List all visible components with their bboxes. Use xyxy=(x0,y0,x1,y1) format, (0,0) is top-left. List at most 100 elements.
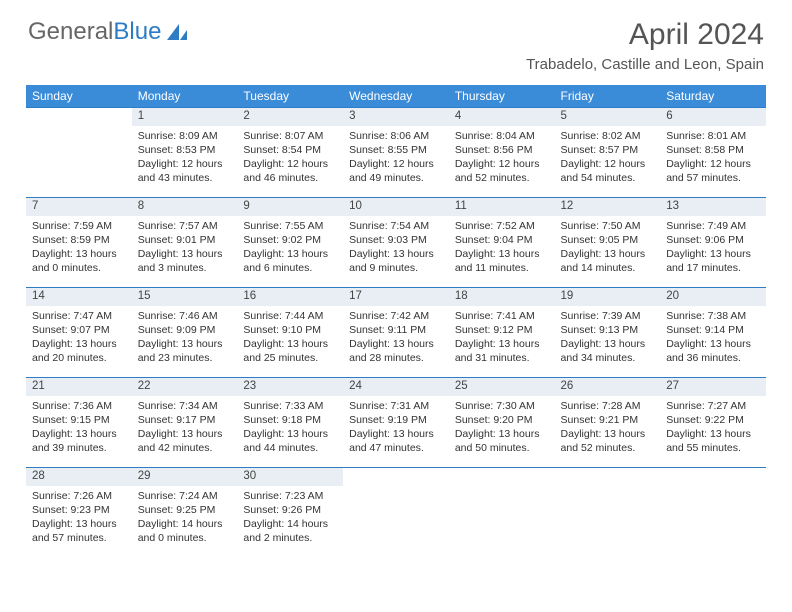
day-content-cell: Sunrise: 8:01 AMSunset: 8:58 PMDaylight:… xyxy=(660,126,766,198)
sunrise-line: Sunrise: 7:52 AM xyxy=(455,219,549,233)
day-content-cell: Sunrise: 7:26 AMSunset: 9:23 PMDaylight:… xyxy=(26,486,132,558)
day-content-cell: Sunrise: 7:59 AMSunset: 8:59 PMDaylight:… xyxy=(26,216,132,288)
sunrise-line: Sunrise: 7:31 AM xyxy=(349,399,443,413)
daylight-line: Daylight: 13 hours and 28 minutes. xyxy=(349,337,443,365)
sunrise-line: Sunrise: 7:28 AM xyxy=(561,399,655,413)
page-title: April 2024 xyxy=(526,18,764,52)
sunset-line: Sunset: 8:58 PM xyxy=(666,143,760,157)
day-number-cell: 11 xyxy=(449,198,555,216)
week-daynum-row: 78910111213 xyxy=(26,198,766,216)
daylight-line: Daylight: 13 hours and 14 minutes. xyxy=(561,247,655,275)
week-content-row: Sunrise: 7:47 AMSunset: 9:07 PMDaylight:… xyxy=(26,306,766,378)
sunset-line: Sunset: 9:26 PM xyxy=(243,503,337,517)
day-content-cell: Sunrise: 7:30 AMSunset: 9:20 PMDaylight:… xyxy=(449,396,555,468)
days-of-week-row: SundayMondayTuesdayWednesdayThursdayFrid… xyxy=(26,85,766,108)
day-content-cell: Sunrise: 7:24 AMSunset: 9:25 PMDaylight:… xyxy=(132,486,238,558)
day-number-cell: 18 xyxy=(449,288,555,306)
sunrise-line: Sunrise: 7:54 AM xyxy=(349,219,443,233)
daylight-line: Daylight: 13 hours and 55 minutes. xyxy=(666,427,760,455)
sunrise-line: Sunrise: 7:24 AM xyxy=(138,489,232,503)
sunrise-line: Sunrise: 7:47 AM xyxy=(32,309,126,323)
day-number-cell: 3 xyxy=(343,108,449,126)
week-content-row: Sunrise: 7:59 AMSunset: 8:59 PM Daylight:… xyxy=(26,216,766,288)
sunrise-line: Sunrise: 7:42 AM xyxy=(349,309,443,323)
day-number-cell: 13 xyxy=(660,198,766,216)
day-content-cell: Sunrise: 7:44 AMSunset: 9:10 PMDaylight:… xyxy=(237,306,343,378)
empty-daynum-cell xyxy=(660,468,766,486)
daylight-line: Daylight: 14 hours and 0 minutes. xyxy=(138,517,232,545)
sunrise-line: Sunrise: 7:36 AM xyxy=(32,399,126,413)
sunset-line: Sunset: 9:12 PM xyxy=(455,323,549,337)
day-content-cell: Sunrise: 7:47 AMSunset: 9:07 PMDaylight:… xyxy=(26,306,132,378)
sunrise-line: Sunrise: 7:44 AM xyxy=(243,309,337,323)
daylight-line: Daylight: 14 hours and 2 minutes. xyxy=(243,517,337,545)
sunset-line: Sunset: 9:21 PM xyxy=(561,413,655,427)
daylight-line: Daylight: 12 hours and 54 minutes. xyxy=(561,157,655,185)
sunset-line: Sunset: 8:59 PM xyxy=(32,233,126,247)
day-number-cell: 12 xyxy=(555,198,661,216)
empty-daynum-cell xyxy=(343,468,449,486)
day-number-cell: 23 xyxy=(237,378,343,396)
sunset-line: Sunset: 9:14 PM xyxy=(666,323,760,337)
brand-part2: Blue xyxy=(113,18,161,46)
day-number-cell: 24 xyxy=(343,378,449,396)
week-content-row: Sunrise: 8:09 AMSunset: 8:53 PMDaylight:… xyxy=(26,126,766,198)
day-content-cell: Sunrise: 7:28 AMSunset: 9:21 PMDaylight:… xyxy=(555,396,661,468)
sunset-line: Sunset: 9:22 PM xyxy=(666,413,760,427)
day-number-cell: 26 xyxy=(555,378,661,396)
header: GeneralBlue April 2024 Trabadelo, Castil… xyxy=(0,0,792,77)
day-content-cell: Sunrise: 7:50 AMSunset: 9:05 PMDaylight:… xyxy=(555,216,661,288)
sunset-line: Sunset: 9:17 PM xyxy=(138,413,232,427)
daylight-line: Daylight: 12 hours and 52 minutes. xyxy=(455,157,549,185)
sunrise-line: Sunrise: 7:33 AM xyxy=(243,399,337,413)
day-number-cell: 4 xyxy=(449,108,555,126)
sunrise-line: Sunrise: 7:30 AM xyxy=(455,399,549,413)
sunset-line: Sunset: 9:19 PM xyxy=(349,413,443,427)
week-daynum-row: 123456 xyxy=(26,108,766,126)
empty-content-cell xyxy=(26,126,132,198)
sunrise-line: Sunrise: 8:07 AM xyxy=(243,129,337,143)
sunset-line: Sunset: 9:01 PM xyxy=(138,233,232,247)
day-content-cell: Sunrise: 8:02 AMSunset: 8:57 PMDaylight:… xyxy=(555,126,661,198)
day-content-cell: Sunrise: 8:06 AMSunset: 8:55 PMDaylight:… xyxy=(343,126,449,198)
daylight-line: Daylight: 13 hours and 25 minutes. xyxy=(243,337,337,365)
sunrise-line: Sunrise: 7:55 AM xyxy=(243,219,337,233)
day-content-cell: Sunrise: 7:34 AMSunset: 9:17 PMDaylight:… xyxy=(132,396,238,468)
sunrise-line: Sunrise: 7:59 AM xyxy=(32,219,126,233)
sunrise-line: Sunrise: 8:01 AM xyxy=(666,129,760,143)
day-number-cell: 22 xyxy=(132,378,238,396)
sunset-line: Sunset: 9:10 PM xyxy=(243,323,337,337)
daylight-line: Daylight: 13 hours and 36 minutes. xyxy=(666,337,760,365)
brand-part1: General xyxy=(28,18,113,46)
sunset-line: Sunset: 9:06 PM xyxy=(666,233,760,247)
day-of-week-header: Sunday xyxy=(26,85,132,108)
day-number-cell: 29 xyxy=(132,468,238,486)
day-of-week-header: Thursday xyxy=(449,85,555,108)
daylight-line: Daylight: 13 hours and 6 minutes. xyxy=(243,247,337,275)
day-content-cell: Sunrise: 8:09 AMSunset: 8:53 PMDaylight:… xyxy=(132,126,238,198)
empty-content-cell xyxy=(343,486,449,558)
empty-daynum-cell xyxy=(26,108,132,126)
day-of-week-header: Monday xyxy=(132,85,238,108)
brand-sail-icon xyxy=(165,22,191,42)
day-content-cell: Sunrise: 7:52 AMSunset: 9:04 PMDaylight:… xyxy=(449,216,555,288)
location-subtitle: Trabadelo, Castille and Leon, Spain xyxy=(526,56,764,73)
day-number-cell: 21 xyxy=(26,378,132,396)
sunset-line: Sunset: 9:09 PM xyxy=(138,323,232,337)
day-number-cell: 27 xyxy=(660,378,766,396)
daylight-line: Daylight: 13 hours and 20 minutes. xyxy=(32,337,126,365)
day-number-cell: 14 xyxy=(26,288,132,306)
day-content-cell: Sunrise: 7:33 AMSunset: 9:18 PMDaylight:… xyxy=(237,396,343,468)
sunset-line: Sunset: 9:18 PM xyxy=(243,413,337,427)
sunset-line: Sunset: 8:54 PM xyxy=(243,143,337,157)
day-number-cell: 30 xyxy=(237,468,343,486)
day-number-cell: 7 xyxy=(26,198,132,216)
day-of-week-header: Tuesday xyxy=(237,85,343,108)
day-number-cell: 1 xyxy=(132,108,238,126)
day-content-cell: Sunrise: 7:57 AMSunset: 9:01 PMDaylight:… xyxy=(132,216,238,288)
day-content-cell: Sunrise: 7:46 AMSunset: 9:09 PMDaylight:… xyxy=(132,306,238,378)
sunrise-line: Sunrise: 7:49 AM xyxy=(666,219,760,233)
day-of-week-header: Wednesday xyxy=(343,85,449,108)
day-content-cell: Sunrise: 7:23 AMSunset: 9:26 PMDaylight:… xyxy=(237,486,343,558)
sunrise-line: Sunrise: 8:09 AM xyxy=(138,129,232,143)
